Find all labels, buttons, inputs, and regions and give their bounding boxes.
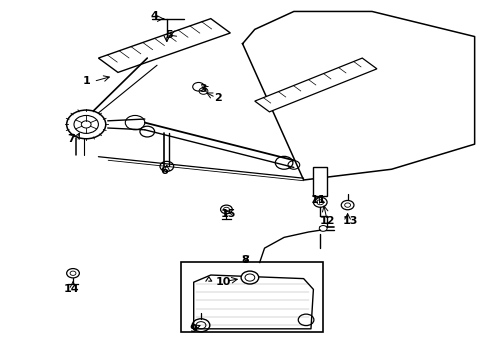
Circle shape xyxy=(319,226,327,231)
Text: 12: 12 xyxy=(319,216,335,226)
Circle shape xyxy=(241,271,259,284)
Text: 2: 2 xyxy=(214,93,222,103)
Text: 9: 9 xyxy=(190,324,197,334)
Text: 5: 5 xyxy=(166,30,173,40)
Text: 3: 3 xyxy=(199,84,207,94)
Polygon shape xyxy=(98,19,230,72)
Text: 8: 8 xyxy=(241,255,249,265)
Text: 10: 10 xyxy=(215,277,231,287)
Text: 1: 1 xyxy=(82,76,90,86)
Text: 11: 11 xyxy=(311,195,326,205)
Bar xyxy=(181,262,323,332)
Text: 7: 7 xyxy=(68,134,75,144)
Text: 6: 6 xyxy=(160,166,169,176)
Bar xyxy=(314,167,327,196)
Polygon shape xyxy=(255,58,377,112)
Text: 4: 4 xyxy=(150,11,159,21)
Text: 14: 14 xyxy=(64,284,79,294)
Text: 13: 13 xyxy=(343,216,358,226)
Text: 15: 15 xyxy=(220,209,236,219)
